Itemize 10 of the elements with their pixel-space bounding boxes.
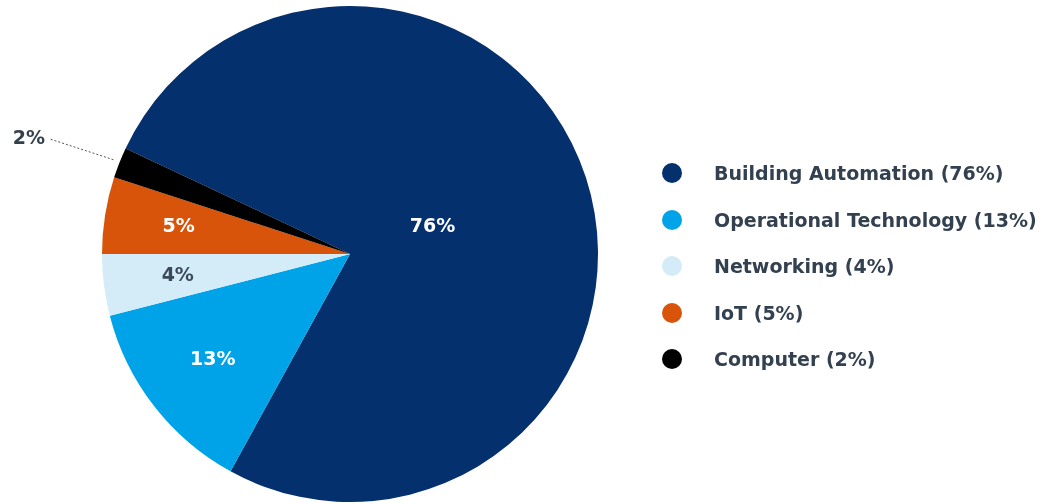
data-label: 76%	[409, 214, 456, 237]
legend-label: Operational Technology (13%)	[714, 208, 1037, 231]
legend-label: Networking (4%)	[714, 255, 895, 278]
data-label: 13%	[190, 347, 236, 370]
data-label: 5%	[162, 213, 195, 236]
data-label: 4%	[161, 262, 194, 285]
data-label: 2%	[12, 125, 46, 148]
legend-label: Computer (2%)	[714, 348, 876, 371]
legend-label: Building Automation (76%)	[714, 162, 1004, 185]
legend-label: IoT (5%)	[714, 301, 804, 324]
